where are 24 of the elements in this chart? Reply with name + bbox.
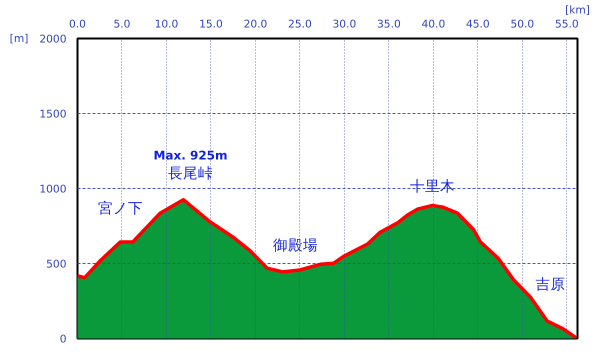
annotation: 宮ノ下 bbox=[98, 200, 143, 217]
x-tick-label: 10.0 bbox=[154, 18, 179, 30]
annotation: 吉原 bbox=[536, 276, 566, 293]
x-tick-label: 15.0 bbox=[199, 18, 224, 30]
x-tick-label: 5.0 bbox=[114, 18, 131, 30]
y-tick-label: 1000 bbox=[39, 182, 67, 196]
x-tick-label: 0.0 bbox=[69, 18, 86, 30]
y-tick-label: 1500 bbox=[39, 108, 67, 120]
x-tick-label: 25.0 bbox=[288, 18, 312, 30]
x-tick-label: 50.0 bbox=[510, 18, 534, 30]
annotation: Max. 925m bbox=[153, 148, 228, 162]
y-tick-label: 2000 bbox=[39, 32, 67, 46]
y-axis-title: [m] bbox=[10, 32, 28, 45]
x-tick-label: 40.0 bbox=[422, 18, 446, 30]
x-tick-label: 35.0 bbox=[377, 18, 401, 30]
annotation: 御殿場 bbox=[273, 237, 318, 254]
x-tick-label: 20.0 bbox=[244, 18, 268, 30]
x-tick-label: 45.0 bbox=[466, 18, 490, 30]
x-tick-label: 55.0 bbox=[554, 18, 579, 30]
y-tick-label: 0 bbox=[60, 332, 67, 346]
x-tick-label: 30.0 bbox=[332, 18, 356, 30]
annotation: 長尾峠 bbox=[168, 165, 213, 182]
x-axis-title: [km] bbox=[565, 4, 590, 16]
y-tick-label: 500 bbox=[46, 258, 67, 270]
